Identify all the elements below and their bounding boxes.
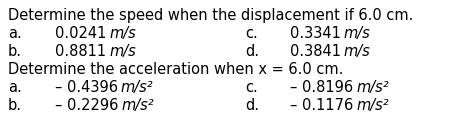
Text: m/s²: m/s² (356, 80, 389, 95)
Text: m/s: m/s (344, 26, 371, 41)
Text: c.: c. (245, 26, 258, 41)
Text: Determine the acceleration when x = 6.0 cm.: Determine the acceleration when x = 6.0 … (8, 62, 343, 77)
Text: d.: d. (245, 44, 259, 59)
Text: m/s²: m/s² (121, 80, 153, 95)
Text: m/s: m/s (109, 26, 136, 41)
Text: – 0.4396: – 0.4396 (55, 80, 121, 95)
Text: b.: b. (8, 44, 22, 59)
Text: 0.8811: 0.8811 (55, 44, 109, 59)
Text: a.: a. (8, 26, 22, 41)
Text: m/s²: m/s² (121, 98, 154, 113)
Text: 0.3341: 0.3341 (290, 26, 344, 41)
Text: d.: d. (245, 98, 259, 113)
Text: c.: c. (245, 80, 258, 95)
Text: – 0.8196: – 0.8196 (290, 80, 356, 95)
Text: – 0.2296: – 0.2296 (55, 98, 121, 113)
Text: 0.0241: 0.0241 (55, 26, 109, 41)
Text: Determine the speed when the displacement if 6.0 cm.: Determine the speed when the displacemen… (8, 8, 413, 23)
Text: a.: a. (8, 80, 22, 95)
Text: 0.3841: 0.3841 (290, 44, 344, 59)
Text: b.: b. (8, 98, 22, 113)
Text: m/s: m/s (109, 44, 136, 59)
Text: m/s: m/s (344, 44, 371, 59)
Text: m/s²: m/s² (356, 98, 389, 113)
Text: – 0.1176: – 0.1176 (290, 98, 356, 113)
